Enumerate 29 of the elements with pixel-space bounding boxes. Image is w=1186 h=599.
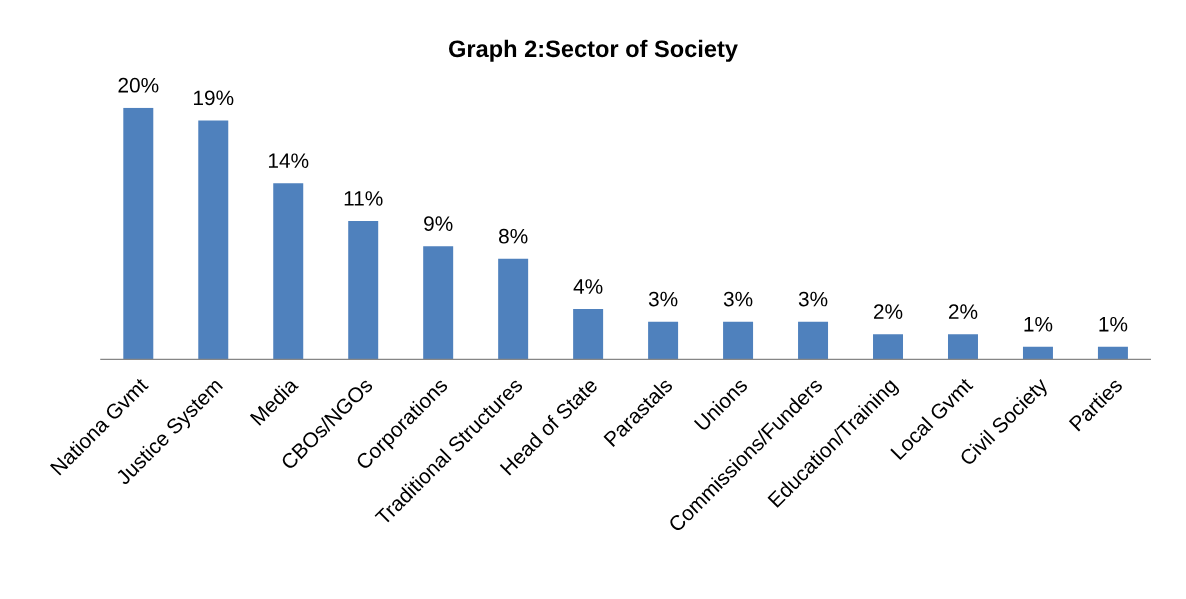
data-label: 3% bbox=[723, 291, 753, 307]
data-label: 4% bbox=[573, 279, 603, 294]
data-label: 11% bbox=[344, 191, 383, 206]
data-label: 14% bbox=[268, 153, 309, 168]
data-label: 9% bbox=[424, 216, 453, 231]
bar bbox=[1097, 346, 1128, 360]
data-label: 3% bbox=[798, 291, 828, 307]
data-label: 20% bbox=[118, 77, 159, 93]
bar bbox=[648, 321, 679, 360]
bar bbox=[573, 309, 604, 360]
bar bbox=[198, 120, 229, 360]
bar bbox=[948, 334, 978, 360]
data-label: 19% bbox=[194, 90, 234, 106]
bar bbox=[723, 321, 754, 360]
bar bbox=[123, 107, 154, 360]
bar bbox=[798, 321, 829, 360]
bar bbox=[423, 246, 454, 360]
chart-title: Graph 2:Sector of Society bbox=[449, 39, 738, 62]
bar bbox=[348, 221, 379, 360]
data-label: 8% bbox=[499, 228, 528, 244]
data-label: 2% bbox=[948, 304, 978, 319]
data-label: 1% bbox=[1024, 316, 1053, 332]
bar bbox=[873, 334, 904, 360]
data-label: 2% bbox=[874, 304, 903, 319]
bar bbox=[1022, 346, 1053, 360]
data-label: 1% bbox=[1099, 316, 1128, 332]
bar bbox=[273, 183, 304, 360]
data-label: 3% bbox=[648, 291, 678, 307]
bar bbox=[498, 258, 529, 360]
